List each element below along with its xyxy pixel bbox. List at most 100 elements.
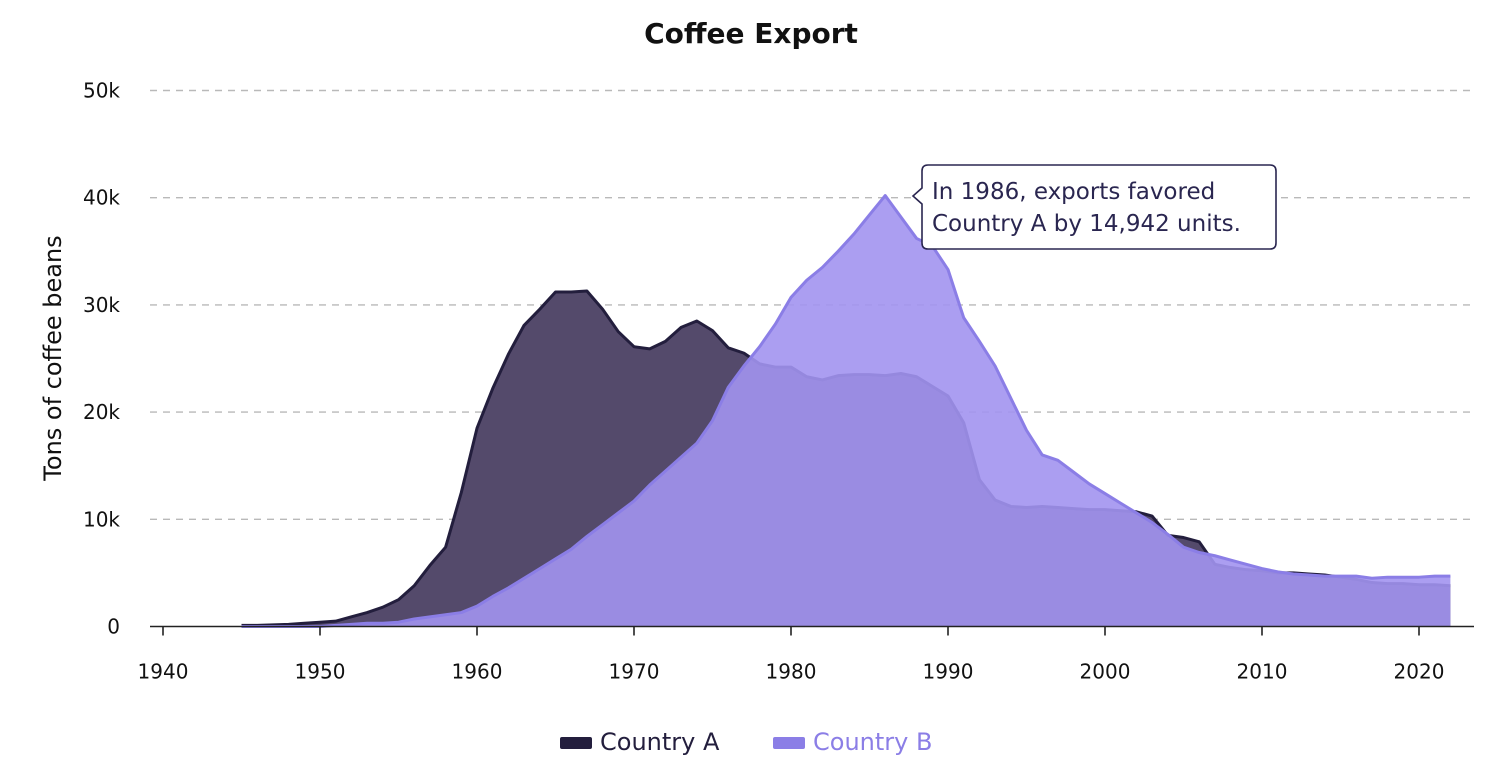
data-point-series-2	[853, 233, 855, 235]
y-tick-label: 10k	[83, 507, 120, 531]
data-point-series-1	[743, 352, 745, 354]
data-point-series-1	[554, 291, 556, 293]
x-tick-label: 1990	[923, 660, 974, 684]
data-point-series-2	[900, 216, 902, 218]
annotation-text-line: Country A by 14,942 units.	[932, 211, 1241, 237]
data-point-series-2	[664, 470, 666, 472]
data-point-series-1	[649, 348, 651, 350]
data-point-series-2	[743, 365, 745, 367]
data-point-series-2	[444, 614, 446, 616]
data-point-series-2	[1371, 577, 1373, 579]
data-point-series-1	[366, 611, 368, 613]
data-point-series-2	[1339, 575, 1341, 577]
data-point-series-2	[1120, 502, 1122, 504]
data-point-series-2	[1057, 459, 1059, 461]
data-point-series-1	[335, 620, 337, 622]
annotation-text-line: In 1986, exports favored	[932, 179, 1215, 205]
data-point-series-2	[680, 456, 682, 458]
axes: 1940 1950 1960 1970 1980 1990 2000 2010 2020	[138, 625, 1474, 684]
data-point-series-2	[633, 500, 635, 502]
data-point-series-2	[1088, 483, 1090, 485]
data-point-series-2	[868, 214, 870, 216]
legend-swatch-2	[773, 737, 805, 749]
data-point-series-2	[539, 567, 541, 569]
data-point-series-2	[1292, 573, 1294, 575]
x-tick-label: 2000	[1080, 660, 1131, 684]
data-point-series-2	[1182, 546, 1184, 548]
data-point-series-2	[492, 595, 494, 597]
data-point-series-1	[617, 331, 619, 333]
y-tick-label: 40k	[83, 186, 120, 210]
data-point-series-1	[1198, 541, 1200, 543]
data-point-series-1	[382, 606, 384, 608]
data-point-series-2	[1449, 575, 1451, 577]
data-point-series-1	[727, 347, 729, 349]
data-point-series-1	[319, 621, 321, 623]
data-point-series-2	[696, 442, 698, 444]
data-point-series-2	[1229, 559, 1231, 561]
data-point-series-2	[523, 577, 525, 579]
plot-area	[241, 194, 1451, 628]
x-tick-label: 1940	[138, 660, 189, 684]
data-point-series-2	[806, 279, 808, 281]
annotation-box	[911, 164, 1277, 250]
data-point-series-2	[837, 250, 839, 252]
data-point-series-2	[1041, 454, 1043, 456]
data-point-series-1	[570, 291, 572, 293]
data-point-series-2	[1261, 567, 1263, 569]
data-point-series-1	[523, 324, 525, 326]
data-point-series-2	[382, 622, 384, 624]
data-point-series-2	[1402, 576, 1404, 578]
legend-label-2: Country B	[813, 728, 932, 756]
data-point-series-1	[303, 622, 305, 624]
data-point-series-2	[617, 512, 619, 514]
data-point-series-2	[758, 346, 760, 348]
x-tick-label: 1950	[295, 660, 346, 684]
data-point-series-2	[994, 365, 996, 367]
data-point-series-2	[1245, 563, 1247, 565]
data-point-series-1	[460, 491, 462, 493]
data-point-series-2	[1434, 575, 1436, 577]
x-tick-label: 1960	[452, 660, 503, 684]
data-point-series-2	[350, 623, 352, 625]
y-axis-label: Tons of coffee beans	[39, 235, 67, 481]
data-point-series-1	[1182, 536, 1184, 538]
series-area-2	[241, 195, 1451, 627]
legend-swatch-1	[560, 737, 592, 749]
data-point-series-1	[680, 326, 682, 328]
data-point-series-2	[790, 296, 792, 298]
data-point-series-2	[1386, 576, 1388, 578]
data-point-series-2	[1277, 571, 1279, 573]
data-point-series-2	[1104, 492, 1106, 494]
data-point-series-2	[1308, 574, 1310, 576]
data-point-series-1	[1151, 515, 1153, 517]
data-point-series-2	[774, 323, 776, 325]
data-point-series-2	[1135, 512, 1137, 514]
data-point-series-1	[397, 599, 399, 601]
data-point-series-1	[586, 290, 588, 292]
data-point-series-2	[1355, 575, 1357, 577]
series-line-2	[241, 194, 1451, 628]
legend: Country A Country B	[560, 728, 932, 756]
x-tick-label: 2010	[1237, 660, 1288, 684]
data-point-series-2	[947, 268, 949, 270]
data-point-series-2	[727, 386, 729, 388]
data-point-series-2	[507, 587, 509, 589]
data-point-series-2	[1151, 521, 1153, 523]
y-tick-label: 20k	[83, 400, 120, 424]
data-point-series-2	[413, 618, 415, 620]
data-point-series-2	[1198, 551, 1200, 553]
y-tick-label: 50k	[83, 79, 120, 103]
data-point-series-2	[821, 266, 823, 268]
data-point-series-2	[1214, 555, 1216, 557]
grid-lines: 0 10k 20k 30k 40k 50k	[83, 79, 1474, 639]
annotation: In 1986, exports favored Country A by 14,…	[911, 164, 1277, 250]
data-point-series-2	[711, 419, 713, 421]
data-point-series-1	[444, 546, 446, 548]
data-point-series-2	[884, 194, 886, 196]
data-point-series-2	[1025, 429, 1027, 431]
data-point-series-2	[1167, 533, 1169, 535]
data-point-series-2	[978, 340, 980, 342]
data-point-series-2	[649, 484, 651, 486]
